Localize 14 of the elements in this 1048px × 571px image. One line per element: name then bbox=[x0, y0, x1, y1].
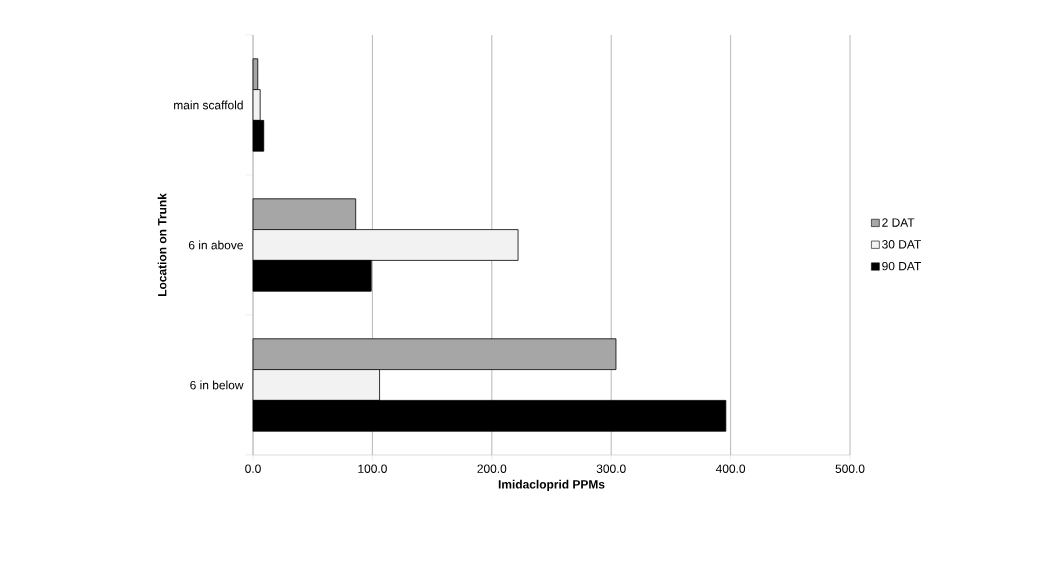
x-tick-label: 400.0 bbox=[715, 464, 746, 473]
y-tick-label: main scaffold bbox=[174, 100, 243, 110]
x-tick-label: 100.0 bbox=[358, 464, 387, 473]
x-axis-title: Imidacloprid PPMs bbox=[498, 479, 605, 491]
legend-label: 90 DAT bbox=[882, 261, 921, 271]
y-tick-label: 6 in above bbox=[188, 240, 243, 250]
x-tick-label: 300.0 bbox=[596, 464, 626, 473]
legend-label: 2 DAT bbox=[882, 218, 915, 227]
y-axis-title: Location on Trunk bbox=[157, 193, 167, 297]
x-tick-label: 200.0 bbox=[477, 464, 507, 473]
x-tick-label: 0.0 bbox=[245, 464, 261, 473]
legend-label: 30 DAT bbox=[882, 240, 921, 249]
x-tick-label: 500.0 bbox=[835, 464, 865, 473]
y-tick-label: 6 in below bbox=[190, 380, 244, 390]
